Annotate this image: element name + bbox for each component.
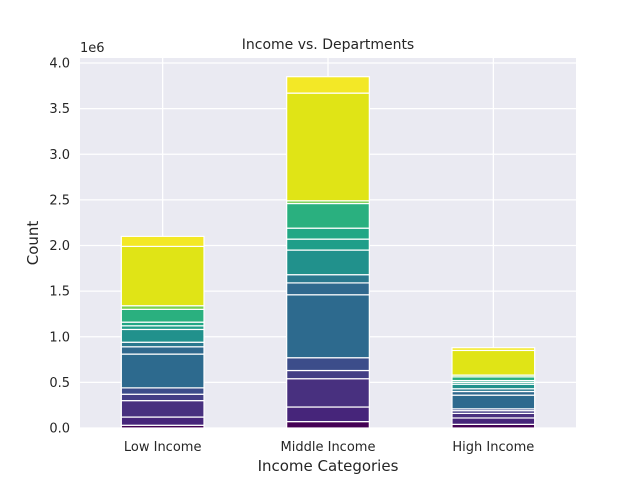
bar-segment [451, 412, 536, 419]
bar-segment [451, 347, 536, 352]
bar-segment [120, 328, 205, 343]
bar-segment [451, 394, 536, 410]
bar-segment [120, 387, 205, 395]
bar-segment [451, 417, 536, 425]
bar-segment [451, 383, 536, 390]
bar-segment [286, 282, 370, 296]
bar-segment [286, 202, 370, 229]
x-tick-label: High Income [452, 440, 534, 455]
y-scale-label: 1e6 [80, 41, 105, 56]
bar-segment [286, 369, 370, 380]
bar-segment [120, 341, 205, 348]
bar-segment [286, 249, 370, 276]
bar-segment [286, 76, 370, 94]
bar-segment [120, 393, 205, 402]
x-tick-labels: Low Income Middle Income High Income [124, 440, 534, 455]
y-tick-label: 3.5 [49, 102, 70, 117]
y-tick-label: 0.5 [49, 376, 70, 391]
y-tick-label: 2.5 [49, 193, 70, 208]
x-tick-label: Low Income [124, 440, 202, 455]
x-tick-label: Middle Income [281, 440, 376, 455]
bar-segment [286, 406, 370, 423]
bar-segment [451, 349, 536, 376]
x-axis-title: Income Categories [258, 457, 399, 475]
bar-segment [120, 245, 205, 307]
y-tick-label: 2.0 [49, 239, 70, 254]
bars [120, 76, 536, 429]
bar-segment [286, 294, 370, 359]
y-tick-label: 1.0 [49, 330, 70, 345]
chart-title: Income vs. Departments [242, 37, 414, 53]
y-tick-label: 1.5 [49, 285, 70, 300]
bar-segment [286, 421, 370, 429]
y-tick-labels: 0.0 0.5 1.0 1.5 2.0 2.5 3.0 3.5 4.0 [49, 57, 70, 437]
bar-segment [286, 378, 370, 408]
bar-segment [120, 353, 205, 389]
y-tick-label: 3.0 [49, 148, 70, 163]
bar-segment [286, 274, 370, 284]
bar-segment [120, 416, 205, 426]
bar-segment [120, 346, 205, 355]
bar-segment [120, 400, 205, 418]
y-tick-label: 4.0 [49, 57, 70, 72]
bar-segment [286, 238, 370, 251]
y-tick-label: 0.0 [49, 422, 70, 437]
y-axis-title: Count [24, 221, 42, 266]
bar-segment [286, 227, 370, 240]
bar-segment [286, 92, 370, 202]
bar-segment [120, 308, 205, 323]
bar-segment [120, 235, 205, 248]
bar-segment [286, 357, 370, 372]
